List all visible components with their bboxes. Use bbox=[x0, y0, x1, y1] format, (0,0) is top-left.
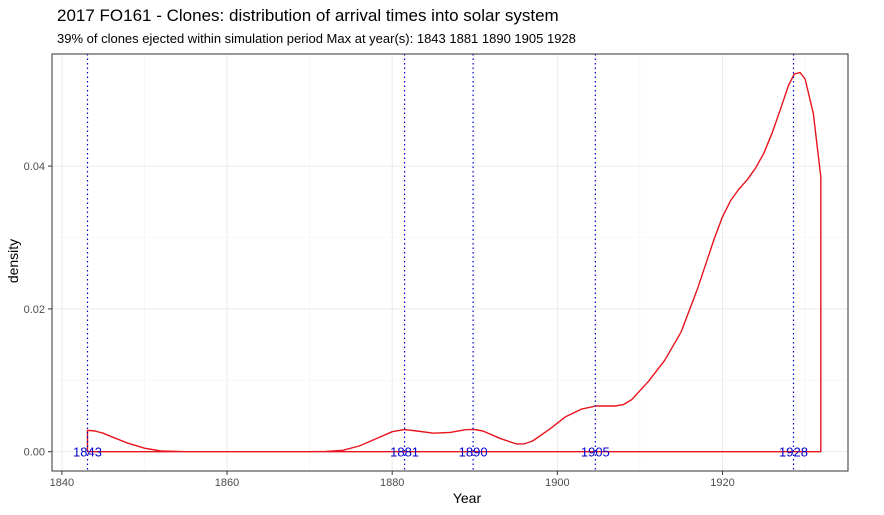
x-tick-label: 1900 bbox=[545, 477, 569, 489]
density-curve bbox=[86, 71, 822, 453]
y-axis-title: density bbox=[5, 239, 21, 283]
y-tick-label: 0.04 bbox=[24, 161, 45, 173]
peak-year-label: 1843 bbox=[73, 445, 102, 460]
peak-year-label: 1905 bbox=[581, 445, 610, 460]
x-tick-label: 1840 bbox=[50, 477, 74, 489]
plot-background bbox=[52, 54, 848, 471]
chart-subtitle: 39% of clones ejected within simulation … bbox=[57, 31, 576, 46]
peak-year-label: 1928 bbox=[779, 445, 808, 460]
peak-year-label: 1890 bbox=[459, 445, 488, 460]
plot-border bbox=[51, 53, 849, 472]
x-tick-label: 1880 bbox=[380, 477, 404, 489]
peak-year-label: 1881 bbox=[390, 445, 419, 460]
x-axis-title: Year bbox=[453, 490, 482, 506]
y-tick-label: 0.02 bbox=[24, 304, 45, 316]
x-tick-label: 1860 bbox=[215, 477, 239, 489]
y-tick-label: 0.00 bbox=[24, 447, 45, 459]
plot-area: 1843 1881 1890 1905 1928 1840 1860 1880 1900 1920… bbox=[24, 53, 849, 489]
chart-title: 2017 FO161 - Clones: distribution of arr… bbox=[57, 6, 559, 25]
x-tick-label: 1920 bbox=[710, 477, 734, 489]
